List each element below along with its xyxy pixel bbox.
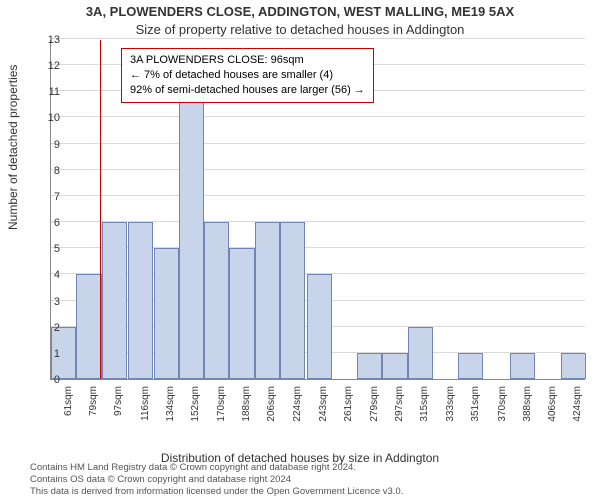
x-tick-label: 206sqm xyxy=(266,386,277,436)
y-tick-label: 12 xyxy=(40,60,60,72)
x-tick-label: 388sqm xyxy=(522,386,533,436)
x-tick-label: 152sqm xyxy=(190,386,201,436)
histogram-bar xyxy=(229,248,254,379)
x-tick-label: 424sqm xyxy=(572,386,583,436)
histogram-bar xyxy=(510,353,535,379)
callout-box: 3A PLOWENDERS CLOSE: 96sqm ← 7% of detac… xyxy=(121,48,374,103)
plot-area: 3A PLOWENDERS CLOSE: 96sqm ← 7% of detac… xyxy=(50,40,585,380)
x-tick-label: 188sqm xyxy=(241,386,252,436)
histogram-bar xyxy=(307,274,332,379)
x-tick-label: 243sqm xyxy=(318,386,329,436)
footer-line2: Contains OS data © Crown copyright and d… xyxy=(30,474,590,486)
y-tick-label: 9 xyxy=(40,139,60,151)
y-tick-label: 1 xyxy=(40,348,60,360)
x-tick-label: 351sqm xyxy=(470,386,481,436)
x-tick-label: 315sqm xyxy=(419,386,430,436)
gridline xyxy=(51,143,585,144)
x-tick-label: 224sqm xyxy=(292,386,303,436)
histogram-bar xyxy=(408,327,433,379)
footer-line1: Contains HM Land Registry data © Crown c… xyxy=(30,462,590,474)
histogram-bar xyxy=(561,353,586,379)
y-tick-label: 7 xyxy=(40,191,60,203)
gridline xyxy=(51,38,585,39)
x-tick-label: 116sqm xyxy=(140,386,151,436)
y-tick-label: 10 xyxy=(40,112,60,124)
histogram-bar xyxy=(102,222,127,379)
histogram-bar xyxy=(280,222,305,379)
histogram-bar xyxy=(458,353,483,379)
x-tick-label: 79sqm xyxy=(88,386,99,436)
chart-title-line1: 3A, PLOWENDERS CLOSE, ADDINGTON, WEST MA… xyxy=(0,4,600,19)
histogram-bar xyxy=(255,222,280,379)
y-tick-label: 0 xyxy=(40,374,60,386)
y-tick-label: 8 xyxy=(40,165,60,177)
x-tick-label: 97sqm xyxy=(113,386,124,436)
footer-line3: This data is derived from information li… xyxy=(30,486,590,498)
x-tick-label: 333sqm xyxy=(445,386,456,436)
x-tick-label: 406sqm xyxy=(547,386,558,436)
gridline xyxy=(51,169,585,170)
histogram-bar xyxy=(357,353,382,379)
x-tick-label: 170sqm xyxy=(216,386,227,436)
y-tick-label: 5 xyxy=(40,243,60,255)
histogram-bar xyxy=(179,91,204,379)
x-tick-label: 279sqm xyxy=(369,386,380,436)
histogram-bar xyxy=(128,222,153,379)
callout-line3: 92% of semi-detached houses are larger (… xyxy=(130,83,365,98)
y-tick-label: 11 xyxy=(40,86,60,98)
gridline xyxy=(51,116,585,117)
y-tick-label: 13 xyxy=(40,34,60,46)
x-tick-label: 297sqm xyxy=(394,386,405,436)
histogram-bar xyxy=(204,222,229,379)
y-tick-label: 6 xyxy=(40,217,60,229)
y-tick-label: 3 xyxy=(40,296,60,308)
chart-title-line2: Size of property relative to detached ho… xyxy=(0,22,600,37)
callout-line2: ← 7% of detached houses are smaller (4) xyxy=(130,68,365,83)
x-tick-label: 61sqm xyxy=(63,386,74,436)
callout-line1: 3A PLOWENDERS CLOSE: 96sqm xyxy=(130,53,365,68)
chart-container: 3A, PLOWENDERS CLOSE, ADDINGTON, WEST MA… xyxy=(0,0,600,500)
marker-line xyxy=(100,40,101,379)
histogram-bar xyxy=(154,248,179,379)
x-tick-label: 261sqm xyxy=(343,386,354,436)
y-tick-label: 4 xyxy=(40,269,60,281)
y-tick-label: 2 xyxy=(40,322,60,334)
x-tick-label: 370sqm xyxy=(497,386,508,436)
gridline xyxy=(51,195,585,196)
x-tick-label: 134sqm xyxy=(165,386,176,436)
footer-attribution: Contains HM Land Registry data © Crown c… xyxy=(30,462,590,498)
histogram-bar xyxy=(382,353,407,379)
y-axis-label: Number of detached properties xyxy=(6,65,20,230)
histogram-bar xyxy=(76,274,101,379)
